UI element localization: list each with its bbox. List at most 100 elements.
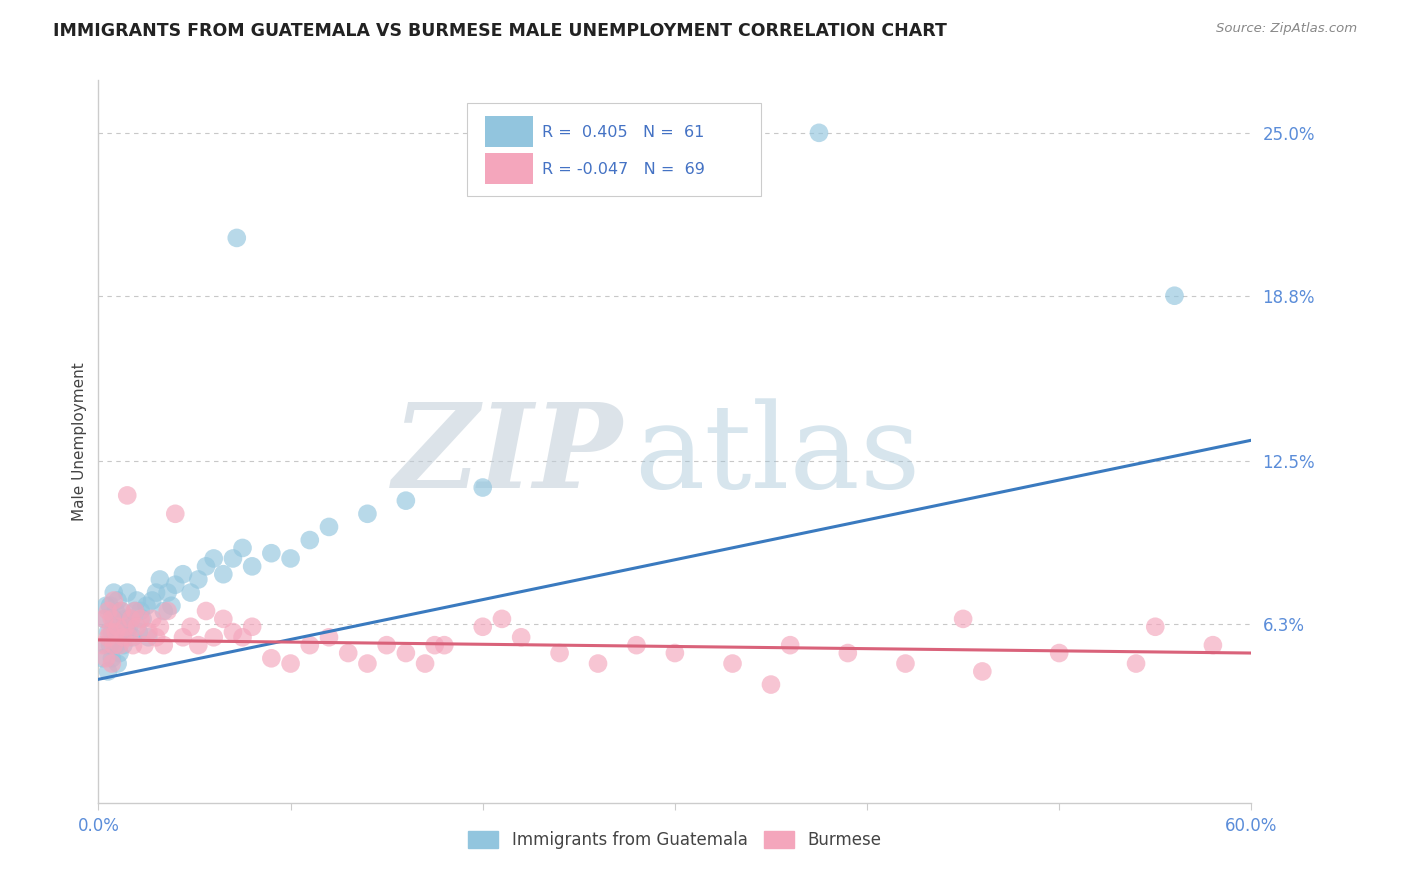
Point	[108, 638, 131, 652]
Point	[129, 612, 152, 626]
Point	[318, 520, 340, 534]
Point	[586, 657, 609, 671]
Point	[202, 630, 225, 644]
Point	[894, 657, 917, 671]
Point	[187, 638, 209, 652]
Point	[195, 559, 218, 574]
Point	[117, 488, 139, 502]
Point	[125, 620, 148, 634]
Point	[103, 638, 125, 652]
Point	[134, 638, 156, 652]
Point	[837, 646, 859, 660]
Point	[212, 612, 235, 626]
Point	[548, 646, 571, 660]
Point	[107, 620, 129, 634]
Point	[103, 585, 125, 599]
Point	[141, 593, 163, 607]
Legend: Immigrants from Guatemala, Burmese: Immigrants from Guatemala, Burmese	[461, 824, 889, 856]
Point	[172, 567, 194, 582]
Point	[135, 599, 157, 613]
Point	[972, 665, 994, 679]
Point	[433, 638, 456, 652]
Point	[195, 604, 218, 618]
Point	[114, 620, 136, 634]
Point	[129, 604, 152, 618]
Point	[97, 625, 120, 640]
Point	[260, 546, 283, 560]
FancyBboxPatch shape	[485, 153, 533, 184]
Point	[107, 657, 129, 671]
Point	[93, 612, 115, 626]
Point	[145, 630, 167, 644]
Point	[1163, 289, 1185, 303]
Point	[172, 630, 194, 644]
Point	[510, 630, 533, 644]
Point	[156, 604, 179, 618]
Point	[1144, 620, 1167, 634]
Point	[280, 657, 302, 671]
Point	[107, 593, 129, 607]
Point	[225, 231, 247, 245]
Text: Source: ZipAtlas.com: Source: ZipAtlas.com	[1216, 22, 1357, 36]
Point	[413, 657, 436, 671]
Point	[122, 630, 145, 644]
Point	[952, 612, 974, 626]
Point	[120, 612, 142, 626]
Point	[1125, 657, 1147, 671]
Point	[98, 638, 121, 652]
Text: atlas: atlas	[634, 399, 921, 514]
Point	[118, 620, 141, 634]
Point	[107, 630, 129, 644]
Point	[626, 638, 648, 652]
Point	[231, 630, 254, 644]
Point	[222, 551, 245, 566]
Point	[1047, 646, 1070, 660]
Point	[101, 625, 124, 640]
Point	[471, 481, 494, 495]
Point	[91, 638, 114, 652]
Point	[149, 620, 172, 634]
Point	[187, 573, 209, 587]
FancyBboxPatch shape	[467, 103, 762, 196]
Point	[149, 573, 172, 587]
Point	[110, 604, 132, 618]
Point	[118, 630, 141, 644]
Point	[114, 612, 136, 626]
Point	[138, 625, 160, 640]
Point	[356, 657, 378, 671]
Text: R =  0.405   N =  61: R = 0.405 N = 61	[543, 125, 704, 140]
Point	[103, 612, 125, 626]
Text: R = -0.047   N =  69: R = -0.047 N = 69	[543, 161, 706, 177]
Point	[97, 630, 120, 644]
Point	[180, 620, 202, 634]
Point	[337, 646, 360, 660]
Point	[112, 638, 135, 652]
Point	[318, 630, 340, 644]
Point	[110, 604, 132, 618]
Point	[91, 651, 114, 665]
Point	[104, 638, 127, 652]
Point	[104, 625, 127, 640]
Point	[152, 604, 174, 618]
Point	[721, 657, 744, 671]
Point	[97, 665, 120, 679]
Point	[491, 612, 513, 626]
Point	[145, 585, 167, 599]
Point	[180, 585, 202, 599]
Point	[356, 507, 378, 521]
Point	[240, 620, 263, 634]
Point	[101, 651, 124, 665]
Point	[120, 612, 142, 626]
Point	[395, 646, 418, 660]
Point	[108, 646, 131, 660]
Point	[202, 551, 225, 566]
Text: ZIP: ZIP	[392, 399, 623, 514]
Point	[423, 638, 446, 652]
Y-axis label: Male Unemployment: Male Unemployment	[72, 362, 87, 521]
Point	[138, 630, 160, 644]
Point	[117, 585, 139, 599]
Point	[240, 559, 263, 574]
Point	[156, 585, 179, 599]
Point	[808, 126, 831, 140]
Point	[94, 599, 117, 613]
